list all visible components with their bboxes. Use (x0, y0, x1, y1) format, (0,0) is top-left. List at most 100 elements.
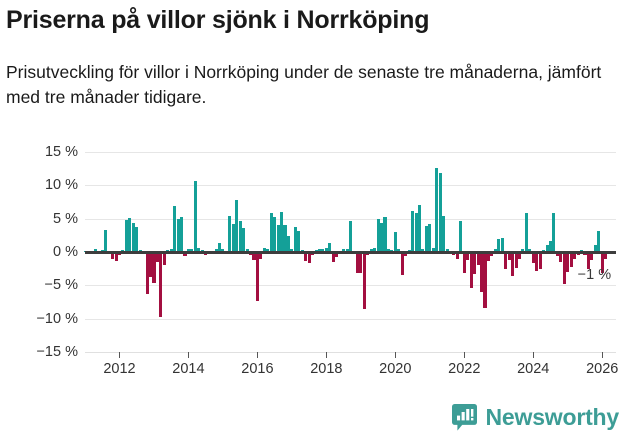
bar (297, 230, 301, 252)
bar (380, 223, 384, 252)
bar (400, 252, 404, 276)
y-axis-tick-label: 15 % (44, 144, 78, 160)
bar (186, 249, 190, 252)
bar (531, 252, 535, 264)
bar (548, 241, 553, 252)
bar (517, 252, 521, 259)
bar (214, 248, 218, 252)
bar (231, 224, 235, 252)
bar (183, 252, 187, 256)
bar (355, 252, 359, 273)
bar (124, 220, 128, 252)
x-axis-tick-label: 2024 (517, 361, 550, 377)
bar (131, 223, 135, 252)
bar (586, 252, 590, 269)
bar (459, 221, 463, 252)
y-axis-tick-label: −10 % (36, 310, 78, 327)
bar (221, 249, 225, 252)
bar (328, 243, 332, 252)
bar (497, 238, 501, 252)
bar (307, 252, 311, 263)
bar (335, 252, 339, 257)
bar (286, 236, 290, 252)
bar (369, 249, 373, 252)
bar (593, 245, 597, 252)
bar (193, 180, 197, 252)
bar (293, 226, 297, 252)
bar (290, 248, 294, 252)
bar (490, 252, 494, 256)
bar (435, 168, 439, 252)
x-axis: 2012 2014 2016 2018 2020 2022 2024 2026 (85, 352, 619, 390)
y-axis-tick-label: 5 % (53, 210, 78, 227)
bar (514, 252, 518, 268)
bar (552, 213, 556, 252)
bar (317, 248, 321, 252)
bar (414, 212, 418, 252)
bar (445, 249, 449, 252)
bar (555, 252, 559, 256)
bar (128, 218, 132, 252)
bar (590, 252, 594, 260)
bar (417, 205, 421, 252)
bar (504, 252, 508, 270)
bar (235, 200, 239, 252)
bar (342, 249, 346, 252)
last-value-annotation: −1 % (577, 266, 612, 283)
bar (321, 249, 325, 252)
bar (255, 252, 259, 301)
bar (521, 249, 525, 252)
bar (359, 252, 363, 274)
x-axis-tick-label: 2022 (448, 361, 481, 377)
chart-subtitle: Prisutveckling för villor i Norrköping u… (6, 62, 602, 107)
bar (345, 248, 349, 252)
bar (262, 248, 266, 252)
bar (480, 252, 484, 292)
bar (600, 252, 604, 273)
bar (245, 249, 249, 252)
x-axis-baseline (85, 352, 616, 353)
bar (473, 252, 477, 274)
bar (104, 230, 108, 252)
bar (283, 224, 287, 252)
bar (242, 228, 246, 252)
bar (111, 252, 115, 259)
bar (324, 248, 328, 252)
bar (569, 252, 573, 268)
x-axis-tick (257, 352, 259, 358)
bar (411, 210, 415, 252)
x-axis-tick-label: 2012 (103, 361, 136, 377)
bar (386, 248, 390, 252)
bar (228, 216, 232, 252)
bar (362, 252, 366, 309)
bar (455, 252, 459, 259)
bar (376, 218, 380, 252)
x-axis-tick (188, 352, 190, 358)
y-axis-tick-label: 0 % (53, 244, 78, 260)
bar (349, 221, 353, 252)
x-axis-tick-label: 2026 (586, 361, 619, 377)
bar (252, 252, 256, 260)
bar (383, 217, 387, 252)
bar (145, 252, 149, 294)
x-axis-tick-label: 2020 (379, 361, 412, 377)
bar (114, 252, 118, 261)
x-axis-tick (602, 352, 604, 358)
bar (238, 220, 242, 252)
x-axis-tick-label: 2018 (310, 361, 343, 377)
bar (442, 216, 446, 252)
x-axis-tick-label: 2016 (241, 361, 274, 377)
bar (559, 252, 563, 262)
bar (176, 218, 180, 252)
bar (493, 248, 497, 252)
gridline (85, 185, 616, 187)
gridline (85, 218, 616, 220)
x-axis-tick (119, 352, 121, 358)
bars-container (83, 152, 616, 353)
bar (421, 248, 425, 252)
bar (173, 206, 177, 252)
bar (93, 249, 97, 252)
bar (304, 252, 308, 261)
bar (562, 252, 566, 284)
